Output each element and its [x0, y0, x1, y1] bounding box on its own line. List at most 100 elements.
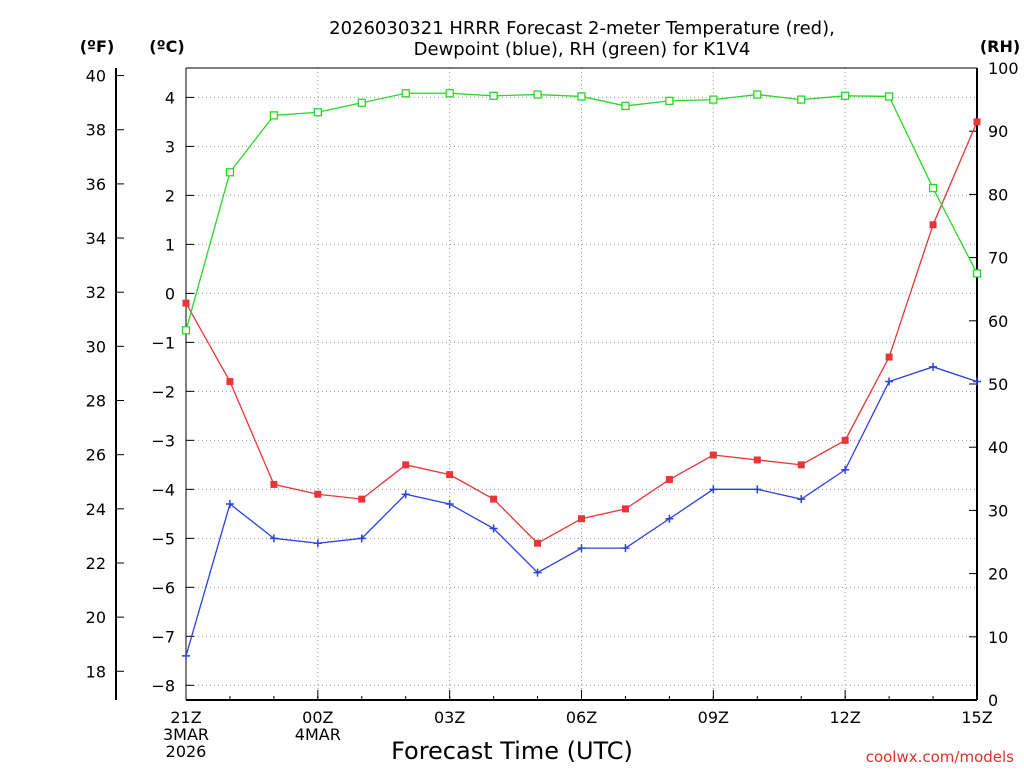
rh-tick-label: 100 [988, 59, 1019, 78]
relative-humidity-point [269, 111, 279, 120]
dewpoint-point [665, 514, 674, 523]
temperature-point [490, 495, 498, 503]
x-tick-label: 15Z [961, 708, 992, 727]
relative-humidity-point [841, 91, 850, 100]
dewpoint-point [621, 544, 630, 553]
text-layer: 2026030321 HRRR Forecast 2-meter Tempera… [80, 18, 1020, 766]
dewpoint-point [313, 539, 322, 548]
rh-tick-label: 70 [988, 249, 1008, 268]
credit-text: coolwx.com/models [866, 748, 1014, 766]
chart-title-line-1: 2026030321 HRRR Forecast 2-meter Tempera… [329, 18, 835, 39]
dewpoint-point [929, 362, 938, 371]
celsius-tick-label: 1 [165, 235, 175, 254]
dewpoint-point [797, 495, 806, 504]
temperature-point [578, 515, 585, 523]
dewpoint-point [445, 500, 454, 509]
rh-tick-label: 20 [988, 565, 1008, 584]
x-tick-label: 09Z [698, 708, 729, 727]
celsius-tick-label: 4 [165, 88, 175, 107]
dewpoint-point [841, 465, 850, 474]
fahrenheit-tick-label: 24 [86, 500, 106, 519]
dewpoint-point [269, 534, 278, 543]
x-tick-label: 4MAR [295, 725, 341, 744]
fahrenheit-tick-label: 34 [86, 229, 106, 248]
x-axis-label: Forecast Time (UTC) [391, 737, 633, 765]
rh-tick-label: 0 [988, 691, 998, 710]
temperature-point [534, 539, 542, 547]
temperature-point [973, 118, 981, 126]
relative-humidity-point [665, 96, 674, 106]
temperature-point [797, 461, 805, 469]
fahrenheit-tick-label: 38 [86, 121, 106, 140]
temperature-point [314, 490, 322, 498]
dewpoint-point [709, 485, 718, 494]
fahrenheit-unit-label: (ºF) [80, 37, 115, 56]
relative-humidity-point [489, 91, 498, 100]
relative-humidity-point [884, 92, 894, 101]
temperature-point [402, 461, 410, 469]
fahrenheit-tick-label: 18 [86, 662, 106, 681]
celsius-tick-label: −7 [151, 627, 175, 646]
temperature-point [270, 480, 278, 488]
rh-tick-label: 60 [988, 312, 1008, 331]
temperature-point [841, 436, 849, 444]
rh-tick-label: 10 [988, 628, 1008, 647]
relative-humidity-point [401, 89, 410, 98]
fahrenheit-tick-label: 40 [86, 67, 106, 86]
dewpoint-point [182, 651, 190, 660]
relative-humidity-point [621, 101, 630, 111]
celsius-tick-label: −8 [151, 676, 175, 695]
relative-humidity-point [797, 95, 806, 104]
dewpoint-point [533, 568, 542, 577]
dewpoint-point [357, 534, 366, 543]
temperature-point [358, 495, 366, 503]
temperature-point [182, 299, 190, 307]
fahrenheit-tick-label: 26 [86, 446, 106, 465]
fahrenheit-tick-label: 28 [86, 392, 106, 411]
celsius-tick-label: −3 [151, 431, 175, 450]
rh-tick-label: 50 [988, 375, 1008, 394]
relative-humidity-point [225, 168, 235, 177]
x-tick-label: 12Z [830, 708, 861, 727]
fahrenheit-tick-label: 20 [86, 608, 106, 627]
rh-tick-label: 30 [988, 501, 1008, 520]
celsius-tick-label: −4 [151, 480, 175, 499]
celsius-tick-label: −5 [151, 529, 175, 548]
rh-unit-label: (RH) [980, 37, 1020, 56]
dewpoint-point [489, 524, 498, 533]
dewpoint-point [225, 500, 234, 509]
relative-humidity-point [928, 183, 938, 193]
celsius-tick-label: 0 [165, 284, 175, 303]
dewpoint-point [753, 485, 762, 494]
temperature-point [753, 456, 761, 464]
relative-humidity-point [533, 90, 542, 99]
x-tick-label: 03Z [434, 708, 465, 727]
celsius-tick-label: 2 [165, 186, 175, 205]
grid-layer [186, 68, 977, 700]
temperature-point [709, 451, 717, 459]
fahrenheit-tick-label: 36 [86, 175, 106, 194]
series-layer [181, 89, 982, 660]
chart-title-line-2: Dewpoint (blue), RH (green) for K1V4 [414, 39, 751, 60]
rh-tick-label: 90 [988, 122, 1008, 141]
x-tick-label: 3MAR [163, 725, 209, 744]
celsius-tick-label: −6 [151, 578, 175, 597]
temperature-point [446, 471, 454, 479]
dewpoint-point [401, 490, 410, 499]
x-tick-label: 00Z [302, 708, 333, 727]
temperature-point [929, 221, 937, 229]
relative-humidity-point [181, 326, 191, 335]
dewpoint-point [885, 377, 894, 386]
celsius-tick-label: −2 [151, 382, 175, 401]
relative-humidity-point [357, 98, 366, 107]
relative-humidity-point [445, 89, 454, 98]
celsius-tick-label: −1 [151, 333, 175, 352]
fahrenheit-tick-label: 22 [86, 554, 106, 573]
fahrenheit-tick-label: 32 [86, 283, 106, 302]
temperature-point [226, 378, 234, 386]
temperature-point [665, 476, 673, 484]
x-tick-label: 2026 [166, 742, 207, 761]
